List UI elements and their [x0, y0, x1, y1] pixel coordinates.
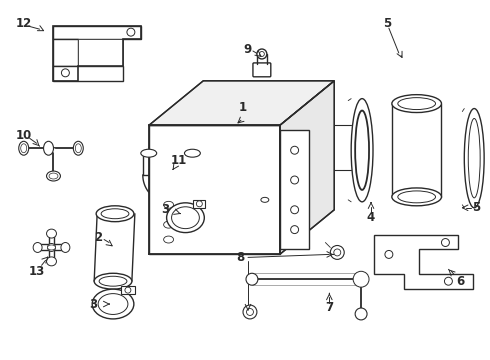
Polygon shape [53, 66, 123, 81]
Ellipse shape [74, 141, 83, 155]
Text: 1: 1 [239, 101, 247, 114]
Polygon shape [38, 244, 65, 251]
Ellipse shape [21, 144, 26, 153]
Polygon shape [149, 125, 280, 255]
Circle shape [444, 277, 452, 285]
Text: 10: 10 [16, 129, 32, 142]
Ellipse shape [465, 109, 484, 208]
Polygon shape [49, 234, 54, 261]
Ellipse shape [392, 188, 441, 206]
Polygon shape [53, 39, 78, 66]
Text: 12: 12 [16, 17, 32, 30]
Ellipse shape [246, 273, 258, 285]
Circle shape [48, 243, 55, 251]
Text: 5: 5 [383, 17, 391, 30]
Ellipse shape [44, 141, 53, 155]
Polygon shape [149, 81, 334, 125]
Ellipse shape [49, 173, 58, 179]
Circle shape [127, 28, 135, 36]
Ellipse shape [96, 206, 134, 222]
Ellipse shape [99, 276, 127, 286]
Ellipse shape [47, 257, 56, 266]
Ellipse shape [355, 111, 369, 190]
Text: 7: 7 [325, 301, 333, 314]
Text: 3: 3 [162, 203, 170, 216]
Circle shape [61, 69, 70, 77]
Ellipse shape [167, 203, 204, 233]
Ellipse shape [392, 95, 441, 113]
Text: 4: 4 [367, 211, 375, 224]
Text: 8: 8 [236, 251, 244, 264]
Ellipse shape [172, 207, 199, 229]
Ellipse shape [33, 243, 42, 252]
Ellipse shape [75, 144, 81, 153]
Ellipse shape [398, 191, 436, 203]
Polygon shape [53, 26, 141, 39]
Ellipse shape [94, 273, 132, 289]
Text: 2: 2 [94, 231, 102, 244]
Polygon shape [194, 200, 205, 208]
Text: 3: 3 [89, 297, 97, 311]
Ellipse shape [355, 308, 367, 320]
Polygon shape [121, 286, 135, 294]
Circle shape [385, 251, 393, 258]
Circle shape [125, 287, 131, 293]
Ellipse shape [141, 149, 157, 157]
Text: 6: 6 [456, 275, 465, 288]
Polygon shape [78, 39, 123, 66]
Text: 5: 5 [472, 201, 480, 214]
Ellipse shape [351, 99, 373, 202]
Ellipse shape [19, 141, 29, 155]
Text: 9: 9 [244, 42, 252, 55]
Circle shape [353, 271, 369, 287]
Circle shape [257, 49, 267, 59]
Ellipse shape [92, 289, 134, 319]
Circle shape [441, 239, 449, 247]
Ellipse shape [61, 243, 70, 252]
Ellipse shape [101, 209, 129, 219]
Text: 11: 11 [171, 154, 187, 167]
FancyBboxPatch shape [253, 63, 271, 77]
Polygon shape [374, 235, 473, 289]
Ellipse shape [47, 171, 60, 181]
Ellipse shape [184, 149, 200, 157]
Circle shape [330, 246, 344, 260]
Ellipse shape [468, 118, 480, 198]
Circle shape [196, 201, 202, 207]
Text: 13: 13 [28, 265, 45, 278]
Polygon shape [280, 81, 334, 255]
Ellipse shape [398, 98, 436, 109]
Ellipse shape [48, 245, 55, 250]
Ellipse shape [98, 294, 128, 314]
Circle shape [243, 305, 257, 319]
Ellipse shape [47, 229, 56, 238]
Polygon shape [280, 130, 310, 249]
